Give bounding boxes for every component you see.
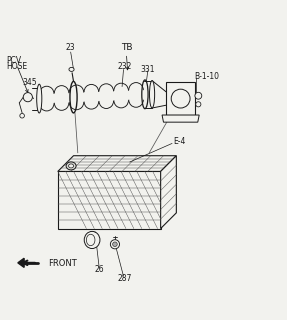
Text: 331: 331 <box>141 65 155 74</box>
Circle shape <box>196 102 201 107</box>
Text: 345: 345 <box>22 78 37 87</box>
Polygon shape <box>18 258 24 268</box>
Ellipse shape <box>84 231 100 249</box>
Polygon shape <box>162 115 199 122</box>
Text: 26: 26 <box>94 266 104 275</box>
Text: FRONT: FRONT <box>48 259 77 268</box>
Circle shape <box>113 242 117 246</box>
Ellipse shape <box>150 81 155 108</box>
Text: B-1-10: B-1-10 <box>194 72 219 81</box>
Text: E-4: E-4 <box>173 137 186 146</box>
Text: 232: 232 <box>118 62 132 71</box>
Text: TB: TB <box>121 43 132 52</box>
Ellipse shape <box>69 164 73 168</box>
Ellipse shape <box>69 68 74 71</box>
Polygon shape <box>161 156 176 228</box>
Circle shape <box>20 114 24 118</box>
Polygon shape <box>58 156 176 172</box>
Ellipse shape <box>66 162 76 170</box>
Circle shape <box>23 92 32 102</box>
Text: 23: 23 <box>66 43 75 52</box>
Text: PCV: PCV <box>6 56 22 65</box>
Ellipse shape <box>86 234 95 246</box>
Circle shape <box>195 92 202 99</box>
Text: HOSE: HOSE <box>6 62 28 71</box>
Ellipse shape <box>37 84 42 113</box>
Polygon shape <box>58 172 161 228</box>
Text: 287: 287 <box>118 274 132 283</box>
Circle shape <box>171 89 190 108</box>
FancyBboxPatch shape <box>166 82 195 115</box>
Circle shape <box>110 240 119 249</box>
